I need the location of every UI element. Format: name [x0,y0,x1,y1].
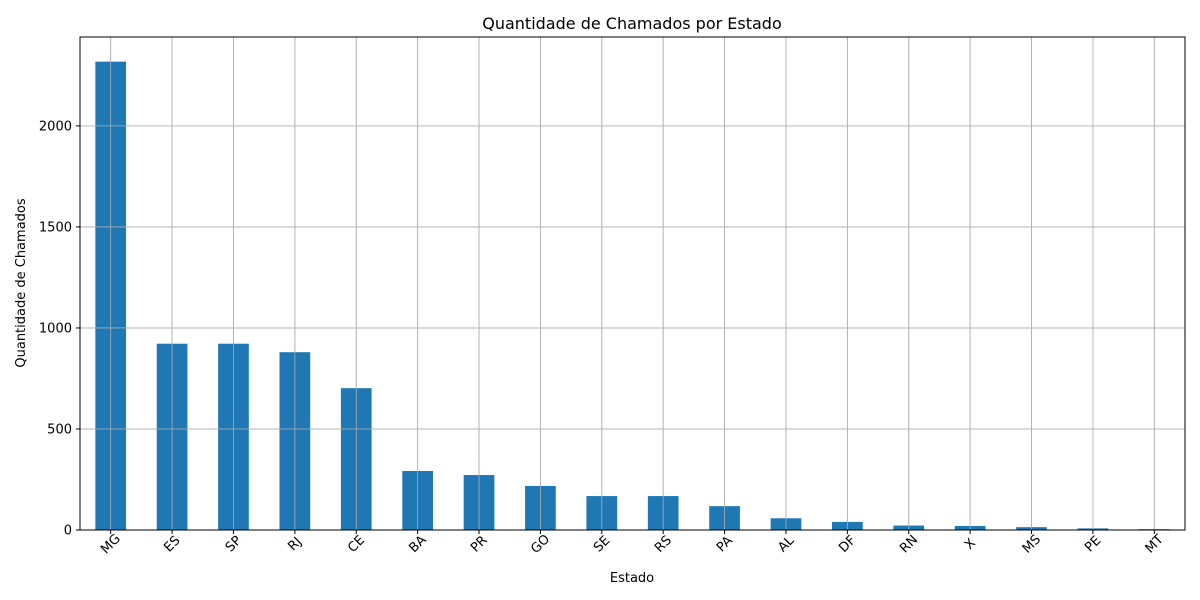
y-tick-label: 1000 [39,321,72,336]
y-tick-label: 0 [64,524,72,539]
x-tick-label: AL [775,533,798,556]
x-tick-label: PR [468,533,491,556]
x-tick-label: MG [98,532,124,558]
x-tick-label: MT [1143,532,1167,556]
x-tick-label: SP [223,533,245,555]
bars [80,37,1185,531]
x-tick-label: RS [652,533,675,556]
x-tick-label: RJ [285,534,305,554]
x-tick-label: ES [161,533,183,555]
x-tick-label: GO [528,532,553,557]
y-axis-label: Quantidade de Chamados [14,198,29,367]
x-tick-label: BA [406,533,429,556]
x-tick-label: DF [836,533,859,556]
x-tick-label: SE [591,533,613,555]
x-tick-label: RN [897,532,921,556]
x-tick-label: PE [1082,533,1104,555]
y-tick-label: 2000 [39,119,72,134]
x-tick-label: CE [345,533,368,556]
plot-frame [79,36,1186,531]
x-axis-label: Estado [610,571,654,586]
x-tick-label: X [962,536,979,553]
x-tick-label: PA [714,533,736,555]
y-tick-label: 500 [47,422,72,437]
x-axis: MG ES SP RJ CE BA PR GO SE RS PA AL DF RN X MS PE MT [98,530,1167,557]
x-tick-label: MS [1020,532,1044,556]
y-axis: 0 500 1000 1500 2000 [39,119,80,539]
chart-title: Quantidade de Chamados por Estado [482,14,781,33]
y-tick-label: 1500 [39,220,72,235]
